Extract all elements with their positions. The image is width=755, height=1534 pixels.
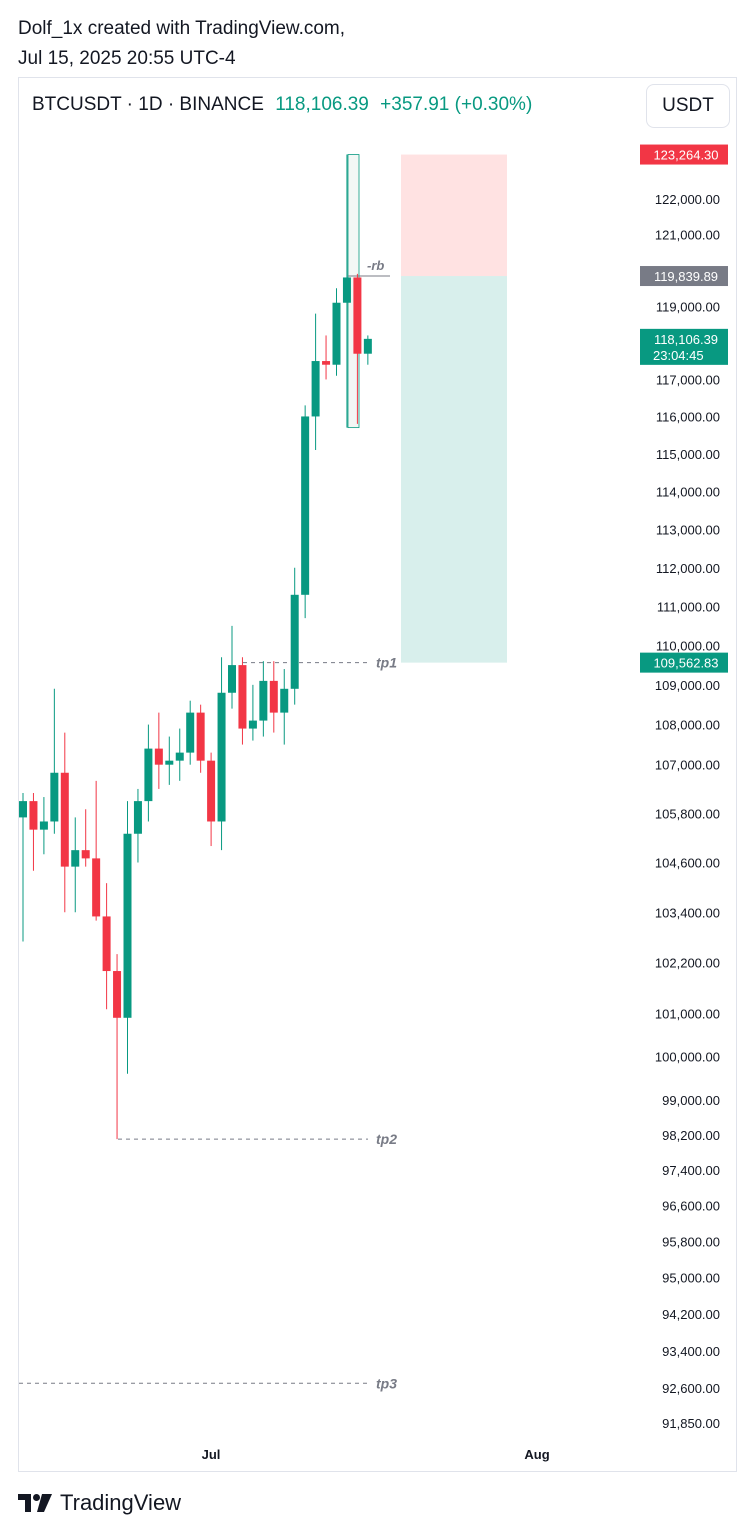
candle-body [311, 361, 320, 417]
y-tick-label: 100,000.00 [655, 1049, 720, 1064]
y-tick-label: 103,400.00 [655, 905, 720, 920]
y-tick-label: 96,600.00 [662, 1199, 720, 1214]
level-label-tp3: tp3 [376, 1375, 397, 1391]
level-label-tp2: tp2 [376, 1131, 397, 1147]
y-tick-label: 101,000.00 [655, 1007, 720, 1022]
y-tick-label: 114,000.00 [656, 484, 720, 499]
y-tick-label: 93,400.00 [662, 1344, 720, 1359]
y-tick-label: 102,200.00 [655, 956, 720, 971]
candle-body [144, 748, 153, 802]
level-label-tp1: tp1 [376, 655, 397, 671]
candle-body [123, 833, 132, 1018]
currency-button[interactable]: USDT [646, 84, 730, 128]
y-tick-label: 92,600.00 [662, 1381, 720, 1396]
symbol-title: BTCUSDT · 1D · BINANCE [32, 94, 264, 115]
level-label-rb: -rb [367, 258, 384, 273]
candle-body [363, 338, 372, 354]
y-tick-label: 121,000.00 [655, 227, 720, 242]
candle-body [228, 665, 236, 693]
candle-body [39, 821, 48, 830]
y-tick-label: 105,800.00 [655, 806, 720, 821]
chart-credit: Dolf_1x created with TradingView.com, Ju… [18, 14, 345, 74]
y-tick-label: 108,000.00 [655, 718, 720, 733]
price-label-entry [640, 266, 728, 287]
x-tick-label: Jul [202, 1447, 221, 1462]
price-change: +357.91 (+0.30%) [380, 94, 533, 115]
y-tick-label: 107,000.00 [655, 758, 720, 773]
y-tick-label: 122,000.00 [655, 192, 720, 207]
candle-body [269, 680, 278, 713]
price-label-text-target: 109,562.83 [653, 656, 718, 671]
candle-body [259, 680, 268, 721]
y-tick-label: 119,000.00 [656, 299, 720, 314]
credit-date: Jul 15, 2025 20:55 UTC-4 [18, 48, 236, 69]
candle-body [154, 748, 163, 765]
candle-body [19, 801, 27, 818]
y-tick-label: 109,000.00 [655, 678, 720, 693]
y-tick-label: 95,000.00 [662, 1271, 720, 1286]
y-tick-label: 95,800.00 [662, 1234, 720, 1249]
y-tick-label: 115,000.00 [656, 447, 720, 462]
candle-body [301, 416, 310, 595]
brand-name: TradingView [60, 1490, 182, 1515]
last-price: 118,106.39 [275, 94, 369, 115]
candle-body [353, 277, 362, 354]
y-tick-label: 104,600.00 [655, 856, 720, 871]
candle-body [248, 720, 257, 729]
y-tick-label: 97,400.00 [662, 1163, 720, 1178]
credit-author: Dolf_1x created with TradingView.com, [18, 18, 346, 39]
y-tick-label: 99,000.00 [662, 1093, 720, 1108]
y-tick-label: 113,000.00 [656, 522, 720, 537]
y-tick-label: 116,000.00 [656, 409, 720, 424]
y-tick-label: 110,000.00 [656, 638, 720, 653]
y-tick-label: 112,000.00 [656, 561, 720, 576]
candle-body [71, 850, 80, 867]
chart-panel [18, 77, 737, 1472]
y-tick-label: 117,000.00 [656, 372, 720, 387]
candle-body [113, 971, 122, 1018]
candle-body [196, 712, 205, 761]
take-profit-zone [401, 276, 507, 663]
candle-body [50, 772, 59, 822]
tradingview-logo-icon [18, 1494, 52, 1512]
y-tick-label: 94,200.00 [662, 1307, 720, 1322]
candle-body [342, 277, 351, 303]
price-label-text-stop: 123,264.30 [653, 148, 718, 163]
candle-body [60, 772, 69, 867]
y-tick-label: 111,000.00 [657, 599, 720, 614]
candle-body [322, 361, 331, 365]
candle-body [81, 850, 90, 859]
candle-body [207, 760, 216, 822]
y-tick-label: 91,850.00 [662, 1416, 720, 1431]
candle-body [186, 712, 195, 753]
x-tick-label: Aug [524, 1447, 549, 1462]
symbol-header: BTCUSDT · 1D · BINANCE 118,106.39 +357.9… [32, 94, 532, 116]
price-label-text-entry: 119,839.89 [654, 269, 718, 284]
price-label-current [640, 328, 728, 365]
price-label-stop [640, 144, 728, 165]
stop-loss-zone [401, 154, 507, 277]
y-tick-label: 98,200.00 [662, 1128, 720, 1143]
candle-body [280, 688, 289, 713]
candle-body [165, 760, 174, 765]
candle-body [175, 752, 184, 761]
candle-body [217, 692, 226, 822]
footer-brand[interactable]: TradingView [18, 1490, 181, 1516]
price-label-target [640, 652, 728, 673]
candle-body [290, 594, 299, 689]
countdown-label: 23:04:45 [653, 348, 704, 363]
candle-body [238, 665, 247, 729]
candle-body [29, 801, 38, 830]
price-label-text-current: 118,106.39 [654, 332, 718, 347]
candle-body [133, 801, 142, 834]
candle-body [92, 858, 101, 917]
candle-body [102, 916, 111, 972]
candle-body [332, 302, 341, 365]
